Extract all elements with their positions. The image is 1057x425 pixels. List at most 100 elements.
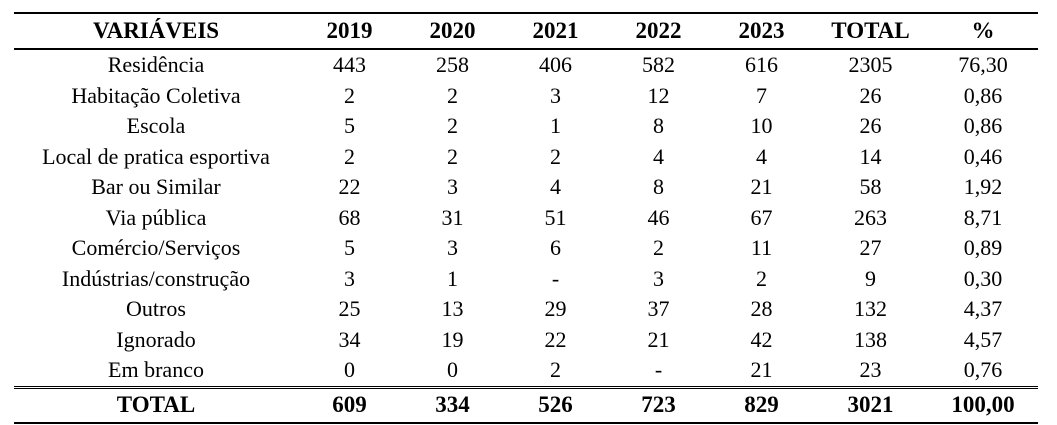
total-cell-total: 3021: [813, 385, 928, 424]
cell-total: 26: [859, 82, 882, 108]
cell-2023: 7: [756, 82, 767, 108]
total-cell-2021: 526: [504, 385, 607, 424]
cell-percent: 0,46: [963, 143, 1003, 169]
cell-2023: 21: [750, 174, 773, 200]
table-body: Residência 443 258 406 582 616 2305 76,30 Habita…: [14, 49, 1038, 387]
cell-2023: 4: [756, 143, 767, 169]
cell-total: 132: [854, 296, 887, 322]
table-row: Local de pratica esportiva 2 2 2 4 4 14 0,46: [14, 142, 1038, 173]
cell-total: 27: [859, 235, 882, 261]
cell-percent: 8,71: [963, 204, 1003, 230]
cell-variavel: Em branco: [108, 357, 204, 383]
cell-total: 2305: [848, 52, 893, 78]
data-table-container: VARIÁVEIS 2019 2020 2021 2022 2023 TOTAL…: [14, 12, 1038, 424]
cell-total: 9: [865, 265, 876, 291]
cell-2021: 406: [539, 52, 572, 78]
cell-2023: 28: [750, 296, 773, 322]
cell-total: 23: [859, 357, 882, 383]
total-cell-2019: 609: [298, 385, 401, 424]
cell-2023: 11: [750, 235, 773, 261]
table-row: Via pública 68 31 51 46 67 263 8,71: [14, 203, 1038, 234]
cell-2020: 3: [447, 235, 458, 261]
cell-2023: 67: [750, 204, 773, 230]
cell-2022: 4: [653, 143, 664, 169]
total-label: TOTAL: [14, 385, 298, 424]
cell-percent: 0,76: [963, 357, 1003, 383]
cell-2021: 2: [550, 357, 561, 383]
cell-2022: 3: [653, 265, 664, 291]
cell-2023: 2: [756, 265, 767, 291]
cell-2019: 0: [344, 357, 355, 383]
total-cell-percent: 100,00: [928, 385, 1038, 424]
total-row: TOTAL 609 334 526 723 829 3021 100,00: [14, 385, 1038, 424]
cell-variavel: Comércio/Serviços: [71, 235, 241, 261]
cell-2019: 2: [344, 143, 355, 169]
table-row: Outros 25 13 29 37 28 132 4,37: [14, 294, 1038, 325]
cell-total: 14: [859, 143, 882, 169]
cell-2019: 2: [344, 82, 355, 108]
cell-2020: 1: [447, 265, 458, 291]
table-row: Em branco 0 0 2 - 21 23 0,76: [14, 355, 1038, 387]
cell-2019: 443: [333, 52, 366, 78]
cell-percent: 0,30: [963, 265, 1003, 291]
cell-2019: 5: [344, 113, 355, 139]
cell-2021: 6: [550, 235, 561, 261]
total-cell-2022: 723: [607, 385, 710, 424]
cell-total: 26: [859, 113, 882, 139]
cell-variavel: Habitação Coletiva: [71, 82, 241, 108]
cell-variavel: Ignorado: [116, 326, 196, 352]
cell-2019: 22: [338, 174, 361, 200]
table-row: Escola 5 2 1 8 10 26 0,86: [14, 111, 1038, 142]
cell-2023: 10: [750, 113, 773, 139]
cell-2022: 8: [653, 113, 664, 139]
cell-2023: 21: [750, 357, 773, 383]
cell-percent: 1,92: [963, 174, 1003, 200]
cell-2023: 42: [750, 326, 773, 352]
table-row: Ignorado 34 19 22 21 42 138 4,57: [14, 325, 1038, 356]
cell-2020: 19: [441, 326, 464, 352]
total-cell-2020: 334: [401, 385, 504, 424]
header-2023: 2023: [710, 12, 813, 50]
cell-2022: 2: [653, 235, 664, 261]
data-table: VARIÁVEIS 2019 2020 2021 2022 2023 TOTAL…: [14, 12, 1038, 424]
total-cell-2023: 829: [710, 385, 813, 424]
cell-2021: 3: [550, 82, 561, 108]
cell-2022: 21: [647, 326, 670, 352]
header-percent: %: [928, 12, 1038, 50]
cell-2022: 12: [647, 82, 670, 108]
cell-variavel: Residência: [107, 52, 205, 78]
cell-2020: 3: [447, 174, 458, 200]
cell-percent: 0,89: [963, 235, 1003, 261]
cell-2019: 3: [344, 265, 355, 291]
cell-2021: 51: [544, 204, 567, 230]
cell-2020: 13: [441, 296, 464, 322]
header-total: TOTAL: [813, 12, 928, 50]
cell-2020: 31: [441, 204, 464, 230]
table-row: Residência 443 258 406 582 616 2305 76,30: [14, 49, 1038, 81]
header-2022: 2022: [607, 12, 710, 50]
cell-variavel: Via pública: [105, 204, 207, 230]
header-2019: 2019: [298, 12, 401, 50]
cell-2021: -: [551, 265, 560, 291]
cell-total: 58: [859, 174, 882, 200]
cell-2023: 616: [745, 52, 778, 78]
cell-total: 263: [854, 204, 887, 230]
cell-2020: 258: [436, 52, 469, 78]
table-row: Habitação Coletiva 2 2 3 12 7 26 0,86: [14, 81, 1038, 112]
cell-2021: 29: [544, 296, 567, 322]
cell-percent: 0,86: [963, 82, 1003, 108]
cell-2021: 4: [550, 174, 561, 200]
table-row: Bar ou Similar 22 3 4 8 21 58 1,92: [14, 172, 1038, 203]
cell-variavel: Indústrias/construção: [61, 265, 251, 291]
cell-percent: 0,86: [963, 113, 1003, 139]
cell-2019: 34: [338, 326, 361, 352]
cell-percent: 76,30: [958, 52, 1008, 78]
cell-variavel: Local de pratica esportiva: [42, 143, 270, 169]
header-2021: 2021: [504, 12, 607, 50]
cell-2019: 25: [338, 296, 361, 322]
cell-2022: 582: [642, 52, 675, 78]
cell-2020: 0: [447, 357, 458, 383]
cell-2019: 5: [344, 235, 355, 261]
cell-2022: 8: [653, 174, 664, 200]
cell-variavel: Bar ou Similar: [91, 174, 221, 200]
